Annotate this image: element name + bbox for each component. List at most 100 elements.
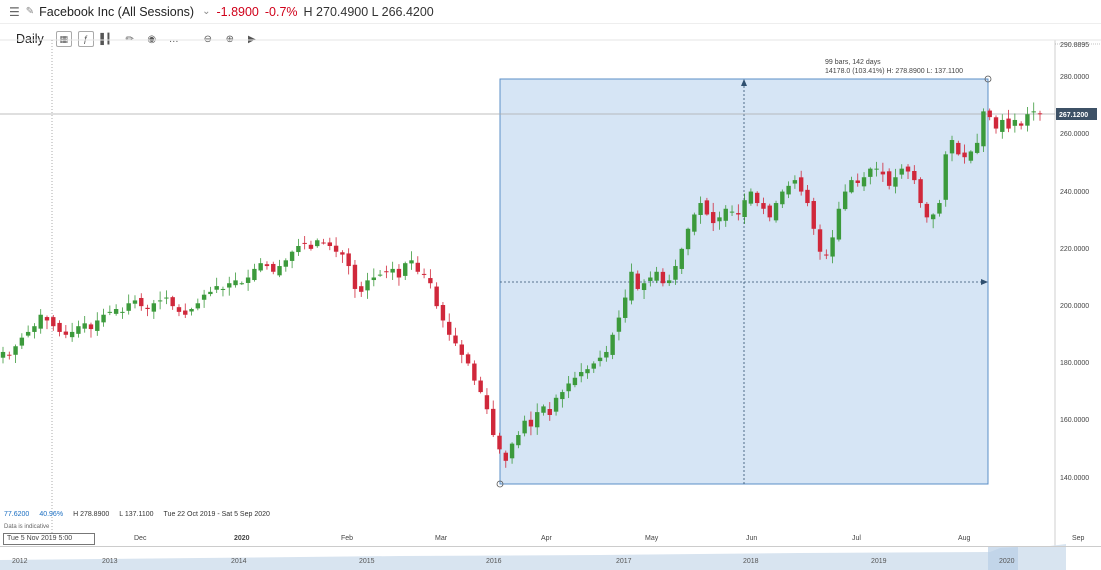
candle-body xyxy=(811,201,816,229)
candle-body xyxy=(666,280,672,284)
candle-body xyxy=(792,180,798,184)
y-tick-label: 280.0000 xyxy=(1060,74,1089,81)
candle-body xyxy=(472,363,477,381)
candle-body xyxy=(214,286,219,290)
candle-body xyxy=(359,286,364,292)
candle-body xyxy=(195,303,201,309)
stats-range: Tue 22 Oct 2019 - Sat 5 Sep 2020 xyxy=(163,511,270,518)
measure-arrow-right-icon xyxy=(981,279,988,285)
candle-body xyxy=(333,245,339,252)
instrument-title[interactable]: Facebook Inc (All Sessions) xyxy=(39,4,195,19)
pencil-icon[interactable]: ✎ xyxy=(25,6,35,17)
measure-end-handle[interactable] xyxy=(984,75,992,83)
navigator-year: 2016 xyxy=(486,558,502,565)
candle-body xyxy=(1000,119,1005,132)
candle-body xyxy=(82,323,87,329)
candle-body xyxy=(428,278,433,284)
zoom-in-icon[interactable]: ⊕ xyxy=(225,33,234,45)
play-icon[interactable]: ▶ xyxy=(247,33,256,45)
candle-body xyxy=(277,266,282,276)
candle-body xyxy=(874,168,879,170)
candle-body xyxy=(415,262,420,272)
candle-body xyxy=(704,200,710,215)
candle-body xyxy=(692,214,697,232)
candle-body xyxy=(535,412,540,428)
candle-body xyxy=(729,211,735,213)
candle-body xyxy=(51,317,56,327)
candle-body xyxy=(296,245,301,253)
candle-body xyxy=(32,326,37,332)
candle-body xyxy=(943,154,948,200)
candle-body xyxy=(1012,119,1018,126)
candle-body xyxy=(170,297,175,307)
candle-body xyxy=(635,273,640,289)
candle-body xyxy=(264,264,270,267)
candle-body xyxy=(604,351,609,358)
hamburger-menu-icon[interactable]: ☰ xyxy=(9,4,20,19)
candle-body xyxy=(754,192,760,204)
candle-body xyxy=(974,142,980,153)
x-tick-label: May xyxy=(645,535,659,542)
candle-body xyxy=(440,305,446,321)
candle-body xyxy=(748,191,754,204)
candle-body xyxy=(151,303,157,312)
candle-body xyxy=(453,335,458,344)
candle-body xyxy=(38,314,43,329)
indicator-icon[interactable]: ƒ xyxy=(77,31,94,47)
candle-body xyxy=(233,280,238,286)
candle-body xyxy=(371,277,377,281)
crosshair-date-label: Tue 5 Nov 2019 5:00 xyxy=(3,533,95,545)
navigator-window[interactable] xyxy=(988,546,1018,570)
candle-body xyxy=(201,294,207,300)
zoom-out-icon[interactable]: ⊖ xyxy=(203,33,212,45)
candle-body xyxy=(648,277,653,281)
candle-body xyxy=(421,273,427,275)
candle-body xyxy=(409,260,414,264)
candle-body xyxy=(629,271,634,301)
navigator-year: 2017 xyxy=(616,558,632,565)
candle-body xyxy=(572,377,578,386)
candle-body xyxy=(340,252,345,255)
candle-body xyxy=(949,140,955,154)
candle-body xyxy=(780,191,785,205)
navigator-year: 2012 xyxy=(12,558,28,565)
candle-body xyxy=(937,203,942,214)
candle-body xyxy=(710,212,716,224)
chevron-down-icon[interactable]: ⌄ xyxy=(202,6,211,17)
eye-icon[interactable]: ◉ xyxy=(147,33,157,45)
navigator[interactable]: 2012 2013 2014 2015 2016 2017 2018 2019 … xyxy=(0,546,1101,570)
candle-body xyxy=(623,297,628,318)
candle-body xyxy=(1037,113,1043,115)
candle-body xyxy=(654,271,659,281)
candlestick-series xyxy=(0,102,1043,468)
candle-body xyxy=(164,297,169,299)
draw-pencil-icon[interactable]: ✏ xyxy=(125,33,134,45)
more-icon[interactable]: … xyxy=(168,33,179,45)
navigator-area xyxy=(0,544,1066,570)
candle-body xyxy=(912,170,917,181)
x-tick-label: Sep xyxy=(1072,535,1085,542)
period-selector[interactable]: Daily xyxy=(16,32,44,46)
candle-body xyxy=(579,372,584,377)
candle-body xyxy=(491,408,496,436)
current-price-label: 267.1200 xyxy=(1059,112,1088,119)
chart-toolbar: Daily ▦ ƒ ▌▎ ✏ ◉ … ⊖ ⊕ ▶ xyxy=(0,28,260,50)
candle-body xyxy=(842,191,848,210)
candlestick-icon[interactable]: ▦ xyxy=(55,31,72,47)
bar-chart-icon[interactable]: ▌▎ xyxy=(100,33,116,45)
candle-body xyxy=(227,283,232,288)
y-tick-label: 160.0000 xyxy=(1060,417,1089,424)
candle-body xyxy=(245,277,251,283)
candle-body xyxy=(484,395,490,410)
candle-body xyxy=(773,203,779,221)
candle-body xyxy=(767,205,772,218)
y-axis-top-label: 290.8895 xyxy=(1060,42,1089,49)
navigator-year: 2014 xyxy=(231,558,247,565)
candle-body xyxy=(497,435,502,450)
candle-body xyxy=(302,242,307,244)
measure-start-handle[interactable] xyxy=(496,480,504,488)
candle-body xyxy=(868,168,873,177)
candle-body xyxy=(1025,114,1030,126)
candle-body xyxy=(824,254,829,256)
